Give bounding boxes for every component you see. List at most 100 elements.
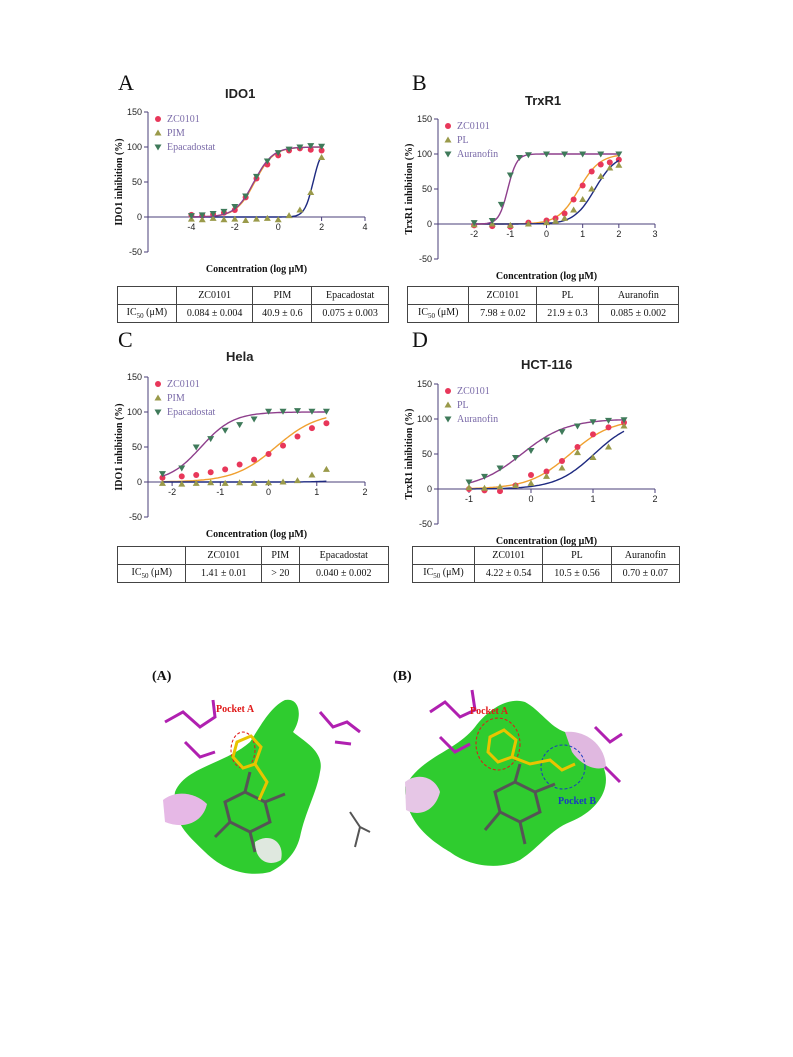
data-point — [561, 151, 569, 158]
x-axis-label: Concentration (log μM) — [496, 536, 597, 547]
protein-surface-patch-b — [405, 776, 440, 813]
data-point — [497, 488, 503, 495]
protein-surface-b — [405, 700, 606, 866]
table-header-cell: ZC0101 — [175, 286, 254, 305]
fit-curve — [162, 480, 327, 483]
ic50-table-b: ZC0101 PL Auranofin IC50 (μM) 7.98 ± 0.02 21.… — [406, 286, 680, 323]
pocket-b-circle — [540, 744, 586, 790]
data-point — [543, 468, 550, 475]
data-point — [318, 154, 326, 160]
data-point — [236, 479, 244, 486]
data-point — [597, 161, 604, 168]
y-tick-label: 100 — [417, 414, 432, 424]
x-tick-label: -1 — [465, 494, 473, 504]
data-point — [242, 217, 250, 223]
data-point — [308, 425, 315, 432]
table-row: IC50 (μM) 0.084 ± 0.004 40.9 ± 0.6 0.075 ± … — [117, 304, 389, 323]
table-row: IC50 (μM) 4.22 ± 0.54 10.5 ± 0.56 0.70 ± 0.… — [412, 564, 681, 583]
data-point — [307, 143, 315, 150]
chart-d: -50 0 50 100 150 -1 0 1 2 Concentration (log μM) T… — [400, 372, 660, 582]
legend-marker — [444, 416, 452, 423]
table-row-cell: IC50 (μM) — [406, 304, 470, 323]
data-point — [515, 155, 523, 161]
y-tick-label: 50 — [422, 184, 432, 194]
table-header-cell — [406, 286, 470, 305]
table-row-cell: 40.9 ± 0.6 — [252, 304, 313, 323]
legend-label: Auranofin — [457, 414, 498, 425]
data-point — [543, 437, 550, 444]
y-tick-label: 100 — [127, 142, 142, 152]
table-row-cell: > 20 — [261, 564, 300, 583]
legend-label: Epacadostat — [167, 407, 216, 418]
table-row-cell: 1.41 ± 0.01 — [185, 564, 262, 583]
legend-marker — [154, 144, 162, 151]
y-tick-label: -50 — [129, 512, 142, 522]
data-point — [570, 206, 578, 213]
data-point — [524, 220, 532, 227]
fit-curve — [468, 419, 625, 484]
data-point — [506, 221, 514, 228]
y-tick-label: 50 — [132, 177, 142, 187]
data-point — [296, 144, 304, 151]
heme-ligand-b — [483, 763, 556, 845]
pocket-a-circle-b — [475, 717, 521, 771]
data-point — [606, 159, 613, 166]
fit-curve — [474, 154, 619, 225]
table-row-cell: 21.9 ± 0.3 — [536, 304, 599, 323]
data-point — [527, 479, 535, 486]
docking-image-b — [405, 689, 623, 866]
table-header: ZC0101 PIM Epacadostat — [116, 546, 390, 565]
data-point — [308, 471, 316, 478]
legend-label: ZC0101 — [457, 121, 490, 132]
x-tick-label: 0 — [276, 222, 281, 232]
data-point — [524, 152, 532, 159]
data-point — [207, 436, 215, 443]
data-point — [615, 151, 623, 158]
table-header-cell: Epacadostat — [298, 546, 390, 565]
data-point — [615, 161, 623, 168]
data-point — [280, 442, 287, 449]
data-point — [222, 466, 229, 473]
table-header-cell — [412, 546, 475, 565]
docking-image-a — [163, 699, 371, 874]
data-point — [307, 146, 314, 153]
chart-svg: -50 0 50 100 150 -1 0 1 2 Concentration (log μM) T… — [404, 379, 658, 547]
chart-a: -50 0 50 100 150 -4 -2 0 2 4 Concentration (log μM… — [110, 100, 370, 310]
legend-label: PL — [457, 400, 469, 411]
x-tick-label: 2 — [319, 222, 324, 232]
residues-a — [164, 699, 361, 759]
data-point — [296, 206, 304, 213]
y-tick-label: -50 — [419, 519, 432, 529]
data-point — [207, 469, 214, 476]
pocket-b-label: Pocket B — [558, 796, 597, 807]
fit-curve — [191, 146, 322, 218]
table-row-cell: IC50 (μM) — [117, 304, 177, 323]
legend-label: Epacadostat — [167, 142, 216, 153]
data-point — [265, 479, 273, 486]
data-point — [506, 172, 514, 179]
table-header-cell: ZC0101 — [185, 546, 262, 565]
y-tick-label: 150 — [417, 379, 432, 389]
data-point — [236, 422, 244, 429]
data-point — [221, 427, 229, 434]
x-tick-label: -1 — [216, 487, 224, 497]
data-point — [318, 143, 326, 150]
chart-c: -50 0 50 100 150 -2 -1 0 1 2 Concentration (log μM… — [110, 365, 370, 575]
data-point — [574, 423, 581, 430]
table-header-cell: Auranofin — [610, 546, 681, 565]
table-header-cell: PIM — [261, 546, 300, 565]
y-tick-label: -50 — [419, 254, 432, 264]
table-row-cell: 10.5 ± 0.56 — [542, 564, 612, 583]
x-tick-label: -2 — [470, 229, 478, 239]
data-point — [561, 214, 569, 221]
x-tick-label: 3 — [652, 229, 657, 239]
data-point — [220, 208, 228, 215]
y-tick-label: 50 — [422, 449, 432, 459]
table-header-cell — [117, 286, 177, 305]
x-tick-label: 0 — [544, 229, 549, 239]
data-point — [597, 172, 605, 179]
heme-ligand-a — [213, 771, 286, 853]
panel-letter-c: C — [118, 327, 133, 352]
docking-label-a: (A) — [152, 669, 172, 684]
data-point — [579, 196, 587, 202]
